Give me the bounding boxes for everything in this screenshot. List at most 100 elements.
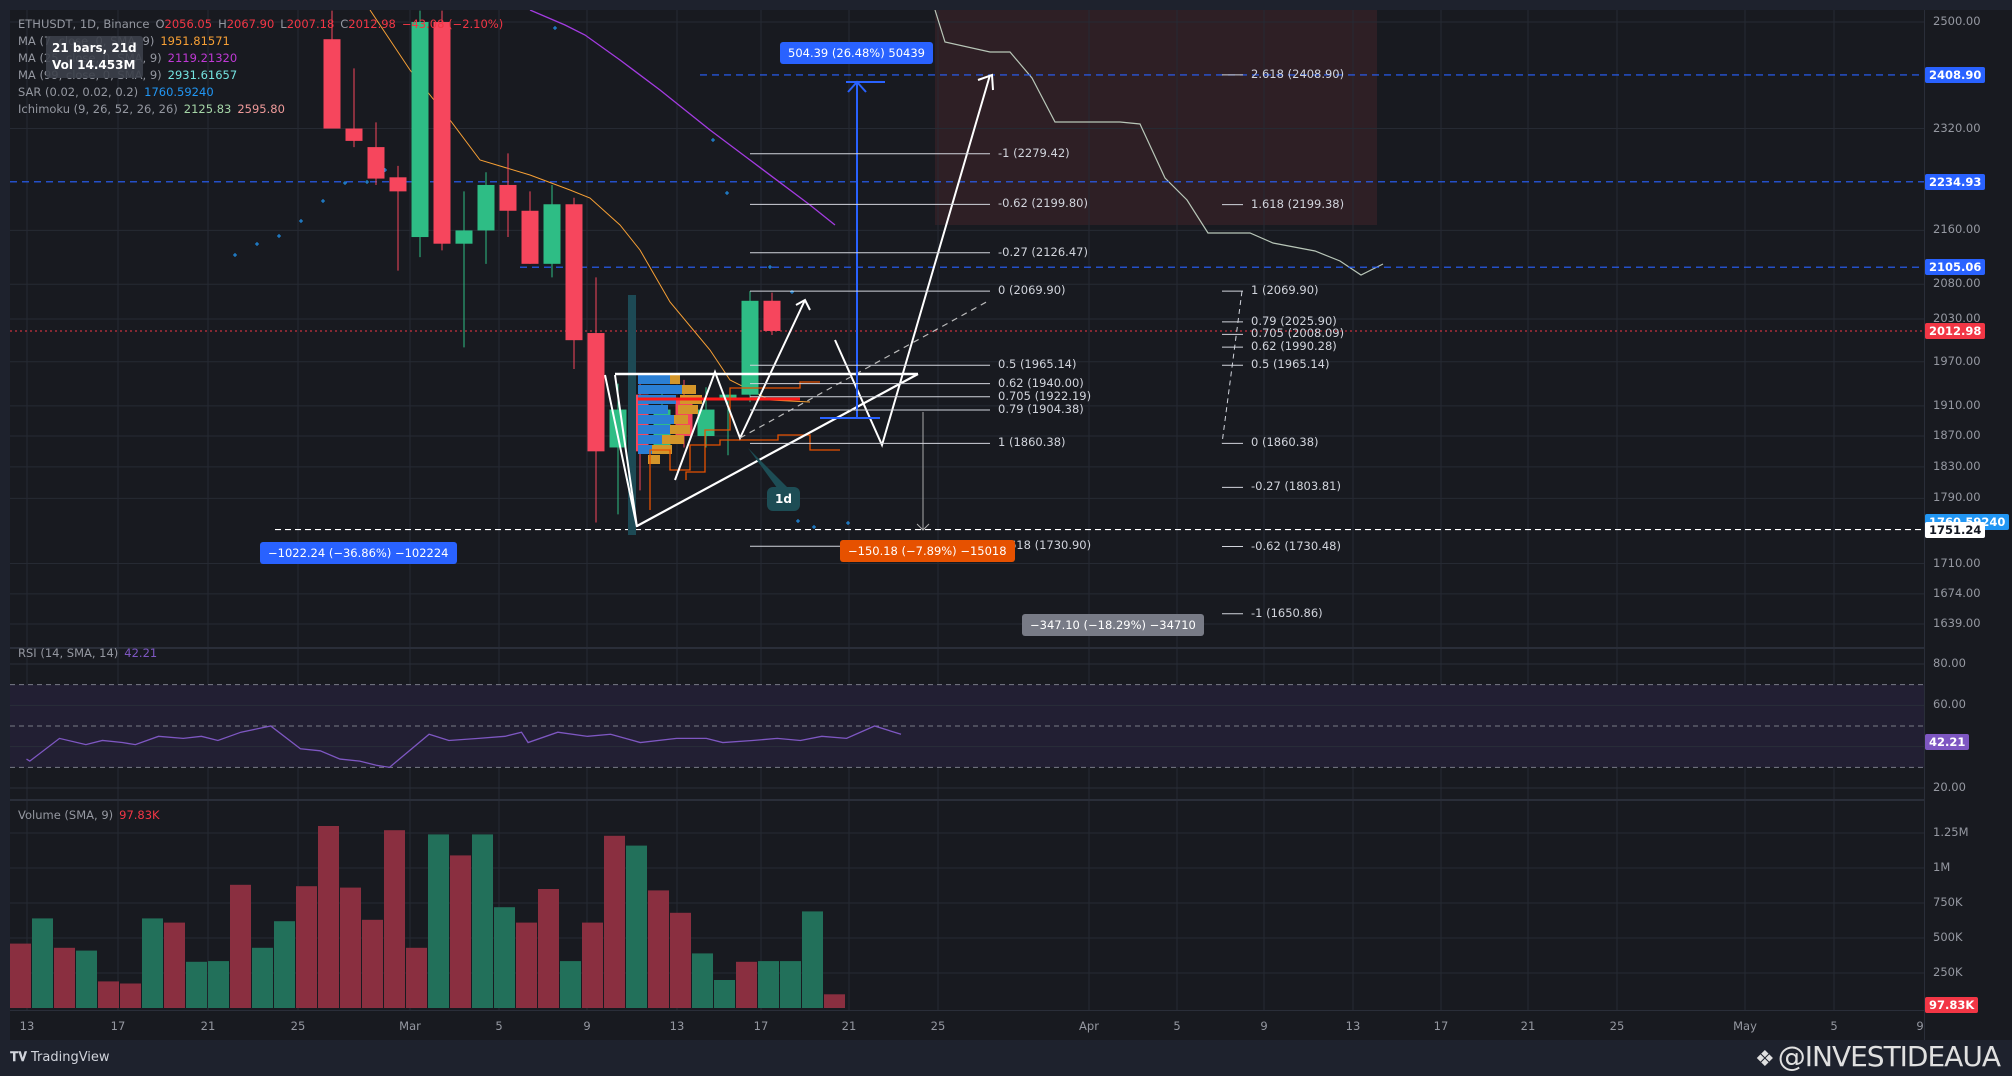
fib-right-label: 0.79 (2025.90) bbox=[1251, 313, 1337, 328]
watermark: ❖ @INVESTIDEAUA bbox=[1755, 1040, 2001, 1073]
time-tick: May bbox=[1733, 1019, 1757, 1033]
time-tick: 25 bbox=[930, 1019, 946, 1033]
volume-tick: 1.25M bbox=[1933, 825, 1969, 839]
volume-tick: 500K bbox=[1933, 930, 1963, 944]
price-tick: 1830.00 bbox=[1933, 458, 1981, 473]
fib-right-label: 0.5 (1965.14) bbox=[1251, 357, 1330, 372]
fib-left-label: 0 (2069.90) bbox=[998, 283, 1066, 298]
price-tick: 2030.00 bbox=[1933, 310, 1981, 325]
price-tag: 2012.98 bbox=[1925, 322, 1986, 339]
fib-left-label: 1 (1860.38) bbox=[998, 435, 1066, 450]
rsi-tick: 20.00 bbox=[1933, 780, 1966, 794]
time-tick: 5 bbox=[1830, 1019, 1838, 1033]
price-tick: 1710.00 bbox=[1933, 555, 1981, 570]
tooltip-bars: 21 bars, 21d bbox=[52, 41, 137, 55]
fib-left-label: -0.27 (2126.47) bbox=[998, 244, 1088, 259]
price-tick: 1970.00 bbox=[1933, 353, 1981, 368]
volume-tick: 750K bbox=[1933, 895, 1963, 909]
time-tick: 13 bbox=[19, 1019, 35, 1033]
fib-left-label: -1 (2279.42) bbox=[998, 145, 1070, 160]
measure-badge[interactable]: −1022.24 (−36.86%) −102224 bbox=[260, 542, 457, 564]
price-axis[interactable]: 2500.00 2320.00 2160.00 2080.00 2030.00 1970.… bbox=[1924, 10, 2012, 1040]
fib-left-label: 0.705 (1922.19) bbox=[998, 388, 1092, 403]
price-tag: 1751.24 bbox=[1925, 521, 1986, 538]
ohlc-high: 2067.90 bbox=[226, 17, 275, 31]
time-tick: 21 bbox=[841, 1019, 857, 1033]
ohlc-change: −43.08 (−2.10%) bbox=[401, 17, 504, 31]
time-axis[interactable]: 13 17 21 25 Mar 5 9 13 17 21 25 Apr 5 9 13 17 21 25 May 5 9 bbox=[10, 1010, 1924, 1040]
time-tick: 17 bbox=[110, 1019, 126, 1033]
volume-tag: 97.83K bbox=[1925, 997, 1979, 1013]
fib-right-label: -0.62 (1730.48) bbox=[1251, 538, 1341, 553]
fib-left-label: -0.62 (2199.80) bbox=[998, 196, 1088, 211]
indicator-row[interactable]: Ichimoku (9, 26, 52, 26, 26) 2125.83 2595.… bbox=[18, 102, 285, 116]
chart-panes[interactable]: ETHUSDT, 1D, Binance O2056.05 H2067.90 L200… bbox=[10, 10, 1924, 1010]
rsi-tick: 60.00 bbox=[1933, 697, 1966, 712]
time-tick: 9 bbox=[583, 1019, 591, 1033]
rsi-value: 42.21 bbox=[124, 646, 158, 660]
measure-badge[interactable]: −150.18 (−7.89%) −15018 bbox=[840, 540, 1015, 562]
time-tick: 25 bbox=[290, 1019, 306, 1033]
footer: 𝐓𝐕 TradingView ❖ @INVESTIDEAUA bbox=[0, 1040, 2012, 1076]
fib-right-label: 1 (2069.90) bbox=[1251, 283, 1319, 298]
rsi-tick: 80.00 bbox=[1933, 656, 1966, 670]
indicator-row[interactable]: SAR (0.02, 0.02, 0.2) 1760.59240 bbox=[18, 85, 214, 99]
fib-right-label: 1.618 (2199.38) bbox=[1251, 196, 1345, 211]
fib-right-label: 0.62 (1990.28) bbox=[1251, 339, 1337, 354]
price-tag: 2105.06 bbox=[1925, 259, 1986, 276]
fib-right-label: 0 (1860.38) bbox=[1251, 435, 1319, 450]
ohlc-close: 2012.98 bbox=[348, 17, 396, 31]
fib-left-label: 1.618 (1730.90) bbox=[998, 538, 1092, 553]
price-tick: 2500.00 bbox=[1933, 14, 1981, 28]
fib-left-label: 0.5 (1965.14) bbox=[998, 357, 1077, 372]
rsi-tag: 42.21 bbox=[1925, 734, 1970, 751]
ohlc-low: 2007.18 bbox=[286, 17, 335, 31]
symbol-legend: ETHUSDT, 1D, Binance O2056.05 H2067.90 L200… bbox=[18, 17, 504, 31]
chart-canvas[interactable] bbox=[10, 10, 1924, 1010]
volume-value: 97.83K bbox=[119, 808, 160, 822]
time-tick: 13 bbox=[669, 1019, 685, 1033]
price-tick: 1674.00 bbox=[1933, 585, 1981, 600]
price-tick: 1790.00 bbox=[1933, 490, 1981, 505]
price-tag: 2408.90 bbox=[1925, 66, 1986, 83]
fib-left-label: 0.79 (1904.38) bbox=[998, 402, 1084, 417]
time-tick: 5 bbox=[495, 1019, 503, 1033]
time-tick: 13 bbox=[1345, 1019, 1361, 1033]
fib-left-label: 0.62 (1940.00) bbox=[998, 375, 1084, 390]
time-tick: 5 bbox=[1173, 1019, 1181, 1033]
tooltip-volume: Vol 14.453M bbox=[52, 58, 136, 72]
callout-1d[interactable]: 1d bbox=[767, 487, 800, 511]
tv-logo-icon: 𝐓𝐕 bbox=[10, 1050, 27, 1065]
time-tick: 21 bbox=[1520, 1019, 1536, 1033]
time-tick: 9 bbox=[1916, 1019, 1924, 1033]
time-tick: 25 bbox=[1609, 1019, 1625, 1033]
time-tick: 21 bbox=[200, 1019, 216, 1033]
price-tick: 2320.00 bbox=[1933, 120, 1981, 135]
fib-right-label: 0.705 (2008.09) bbox=[1251, 326, 1345, 341]
price-tick: 1870.00 bbox=[1933, 427, 1981, 442]
measure-badge[interactable]: −347.10 (−18.29%) −34710 bbox=[1022, 614, 1204, 636]
volume-label: Volume (SMA, 9) bbox=[18, 808, 114, 822]
binance-icon: ❖ bbox=[1755, 1047, 1775, 1072]
price-tick: 2160.00 bbox=[1933, 222, 1981, 237]
fib-right-label: -0.27 (1803.81) bbox=[1251, 479, 1341, 494]
time-tick: Mar bbox=[399, 1019, 421, 1033]
measure-badge[interactable]: 504.39 (26.48%) 50439 bbox=[780, 42, 933, 64]
rsi-label: RSI (14, SMA, 14) bbox=[18, 646, 119, 660]
fib-right-label: 2.618 (2408.90) bbox=[1251, 66, 1345, 81]
time-tick: 17 bbox=[1433, 1019, 1449, 1033]
range-tooltip: 21 bars, 21d Vol 14.453M bbox=[46, 36, 143, 78]
price-tick: 2080.00 bbox=[1933, 276, 1981, 291]
price-tick: 1910.00 bbox=[1933, 397, 1981, 412]
price-tick: 1639.00 bbox=[1933, 616, 1981, 630]
time-tick: 17 bbox=[753, 1019, 769, 1033]
time-tick: Apr bbox=[1079, 1019, 1099, 1033]
rsi-legend: RSI (14, SMA, 14) 42.21 bbox=[18, 645, 163, 662]
fib-right-label: -1 (1650.86) bbox=[1251, 605, 1323, 620]
symbol-name: ETHUSDT, 1D, Binance bbox=[18, 17, 150, 31]
time-tick: 9 bbox=[1260, 1019, 1268, 1033]
price-tag: 2234.93 bbox=[1925, 173, 1986, 190]
tradingview-logo[interactable]: 𝐓𝐕 TradingView bbox=[10, 1050, 110, 1065]
watermark-text: @INVESTIDEAUA bbox=[1777, 1040, 2001, 1073]
